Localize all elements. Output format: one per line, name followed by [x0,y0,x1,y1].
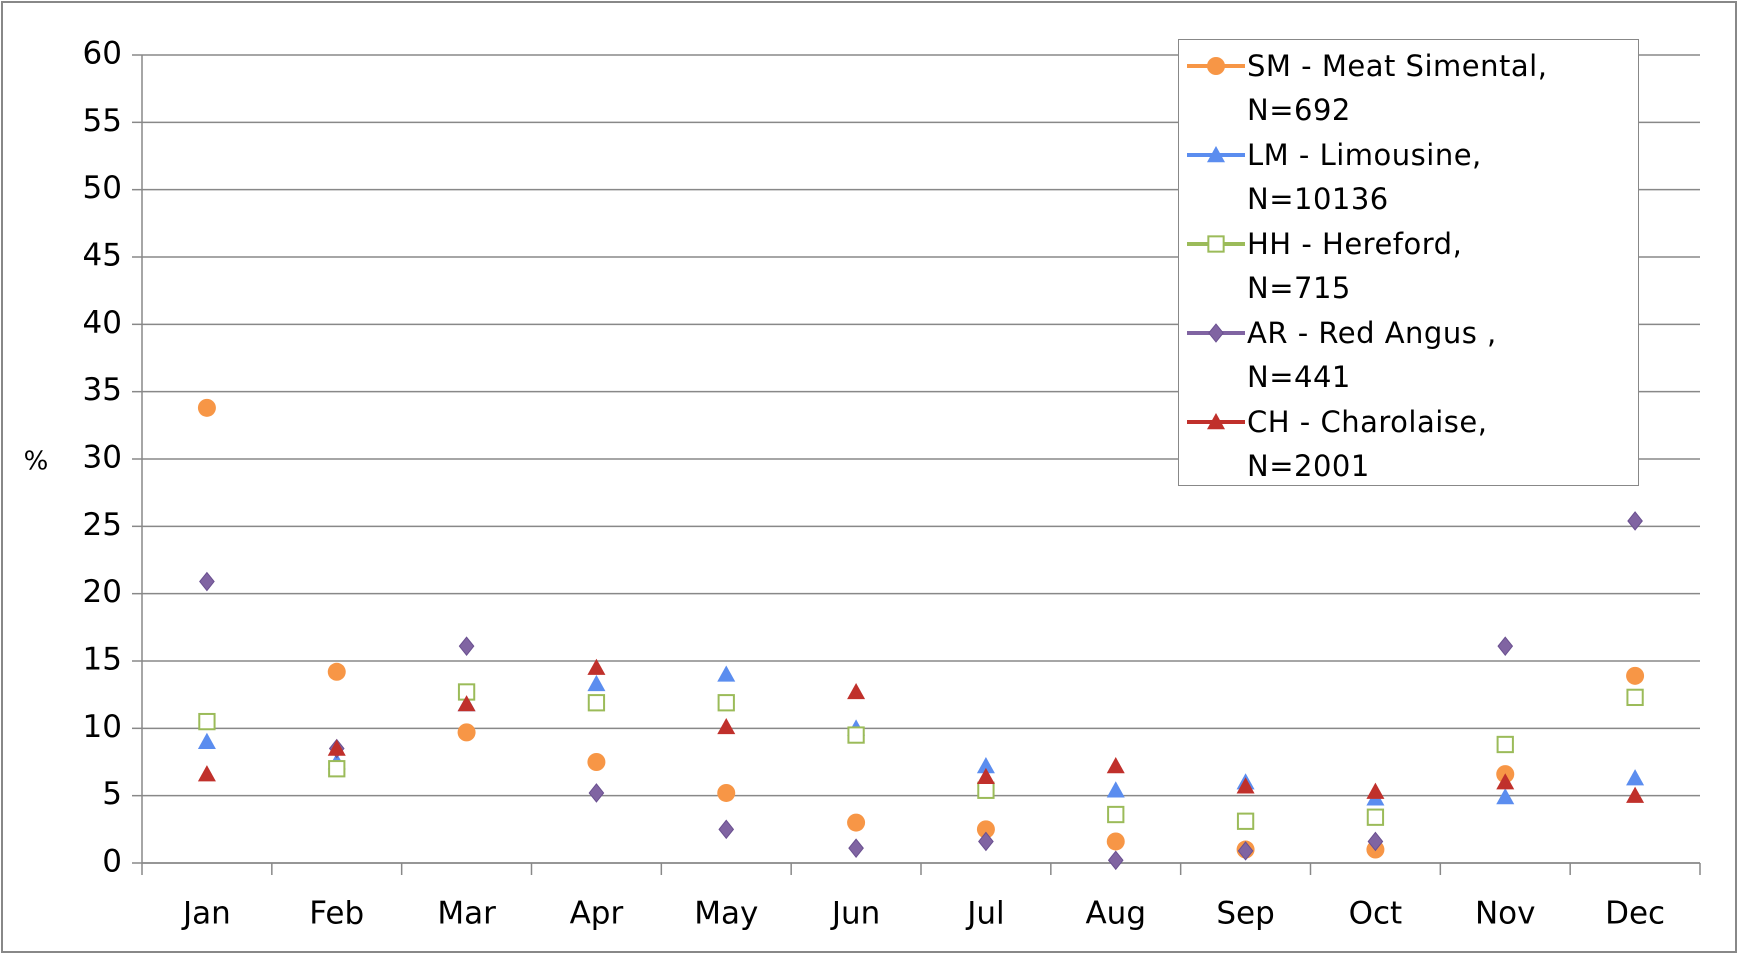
x-tick-label: Apr [570,896,624,932]
x-tick-label: Jan [181,896,231,932]
marker [1496,788,1515,805]
marker [197,765,216,782]
x-tick-label: Dec [1605,896,1665,932]
legend-swatch [1187,323,1245,343]
legend-swatch [1187,235,1245,253]
legend-item: AR - Red Angus , N=441 [1185,311,1552,399]
marker [587,753,606,771]
marker [847,726,865,744]
legend-item: HH - Hereford, N=715 [1185,222,1552,310]
legend-label: SM - Meat Simental, N=692 [1247,49,1548,127]
legend-label: CH - Charolaise, N=2001 [1247,405,1488,483]
marker [717,717,736,735]
marker [977,781,995,799]
marker [717,694,735,712]
marker [1367,831,1384,852]
marker [1236,812,1255,830]
y-tick-label: 60 [83,36,122,72]
marker [328,760,346,778]
marker [587,694,606,712]
marker [978,831,994,852]
marker [1626,786,1645,803]
y-tick-label: 5 [102,776,122,812]
y-tick-label: 55 [83,103,122,139]
y-axis-label: % [24,447,49,477]
marker [1496,735,1514,754]
marker [1207,146,1225,163]
marker [587,674,606,692]
x-tick-label: Sep [1216,896,1274,932]
marker [1626,769,1645,786]
marker [457,695,476,712]
marker [717,665,736,682]
marker [976,767,995,785]
marker [1207,235,1225,253]
y-tick-label: 40 [83,305,122,341]
marker [1366,808,1385,826]
y-tick-label: 15 [83,642,122,678]
y-tick-label: 10 [83,709,122,745]
x-tick-label: May [694,896,758,932]
marker [327,662,346,681]
marker [588,783,605,803]
y-tick-label: 25 [83,507,122,543]
legend-label: LM - Limousine, N=10136 [1247,138,1482,216]
marker [847,813,866,832]
marker [587,658,606,675]
marker [1207,57,1225,75]
y-tick-label: 45 [83,238,122,274]
marker [1366,782,1385,799]
legend-label: AR - Red Angus , N=441 [1247,316,1497,394]
y-tick-label: 30 [83,440,122,476]
x-tick-label: Oct [1349,896,1403,932]
y-tick-label: 35 [83,372,122,408]
marker [457,723,476,742]
x-tick-label: Feb [309,896,364,932]
marker [1107,850,1124,871]
marker [327,739,346,756]
marker [1107,805,1125,824]
marker [1626,666,1645,685]
marker [199,571,215,592]
marker [1626,688,1644,707]
y-tick-label: 20 [83,574,122,610]
marker [1236,777,1255,794]
marker [1627,511,1643,531]
marker [197,398,216,417]
legend-swatch [1187,57,1245,75]
marker [1496,773,1515,790]
legend-item: CH - Charolaise, N=2001 [1185,400,1552,488]
y-tick-label: 0 [102,844,122,880]
x-tick-label: Jun [830,896,880,932]
legend: SM - Meat Simental, N=692 LM - Limousine,… [1178,39,1639,486]
y-tick-label: 50 [83,170,122,206]
x-tick-label: Jul [965,896,1004,932]
marker [976,757,995,774]
x-tick-label: Mar [437,896,496,932]
marker [197,732,216,749]
marker [1106,757,1125,774]
x-tick-label: Nov [1475,896,1536,932]
x-tick-label: Aug [1085,896,1146,932]
legend-swatch [1187,146,1245,163]
legend-item: LM - Limousine, N=10136 [1185,133,1552,221]
marker [1106,832,1125,851]
marker [976,820,995,839]
marker [1208,323,1224,343]
marker [848,838,864,858]
marker [1207,413,1225,430]
marker [1237,841,1254,861]
marker [847,682,866,700]
marker [198,712,216,731]
marker [458,636,475,656]
marker [718,819,735,840]
legend-swatch [1187,413,1245,430]
marker [1497,636,1514,656]
marker [1106,781,1125,798]
marker [717,783,736,802]
legend-label: HH - Hereford, N=715 [1247,227,1463,305]
legend-item: SM - Meat Simental, N=692 [1185,44,1552,132]
